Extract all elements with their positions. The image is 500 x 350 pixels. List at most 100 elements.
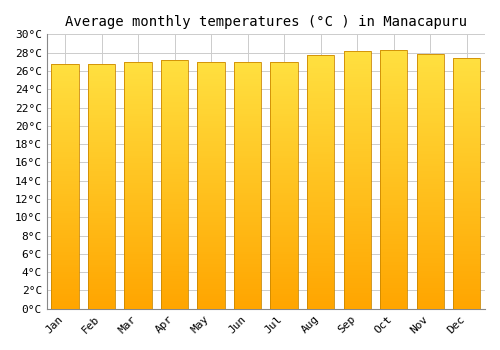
Bar — [161, 92, 188, 95]
Bar — [344, 177, 371, 180]
Bar — [380, 52, 407, 55]
Bar — [344, 213, 371, 216]
Bar — [453, 153, 480, 156]
Bar — [307, 88, 334, 91]
Bar — [307, 71, 334, 73]
Bar — [453, 194, 480, 196]
Bar — [416, 245, 444, 248]
Bar — [198, 82, 225, 84]
Bar — [88, 191, 116, 194]
Bar — [52, 78, 79, 81]
Bar — [307, 93, 334, 96]
Bar — [124, 168, 152, 170]
Bar — [88, 243, 116, 245]
Bar — [453, 299, 480, 301]
Bar — [52, 137, 79, 140]
Bar — [88, 296, 116, 299]
Bar — [52, 270, 79, 272]
Bar — [198, 185, 225, 188]
Bar — [453, 126, 480, 128]
Bar — [52, 189, 79, 191]
Bar — [270, 170, 298, 173]
Bar — [198, 69, 225, 72]
Bar — [307, 63, 334, 65]
Bar — [234, 86, 262, 89]
Bar — [234, 67, 262, 69]
Bar — [161, 299, 188, 301]
Bar — [344, 107, 371, 110]
Bar — [198, 173, 225, 175]
Bar — [52, 98, 79, 100]
Bar — [124, 163, 152, 166]
Bar — [234, 287, 262, 289]
Bar — [380, 177, 407, 179]
Bar — [88, 127, 116, 130]
Bar — [453, 289, 480, 291]
Bar — [270, 106, 298, 109]
Bar — [124, 141, 152, 143]
Bar — [124, 193, 152, 195]
Bar — [234, 62, 262, 309]
Bar — [52, 235, 79, 238]
Bar — [307, 238, 334, 240]
Bar — [344, 254, 371, 257]
Bar — [198, 111, 225, 114]
Bar — [161, 266, 188, 269]
Bar — [161, 164, 188, 167]
Bar — [380, 195, 407, 197]
Bar — [270, 227, 298, 230]
Bar — [161, 222, 188, 224]
Bar — [416, 57, 444, 60]
Bar — [88, 230, 116, 233]
Bar — [416, 113, 444, 116]
Bar — [124, 143, 152, 146]
Bar — [124, 158, 152, 161]
Bar — [161, 217, 188, 219]
Bar — [344, 141, 371, 144]
Bar — [198, 193, 225, 195]
Bar — [270, 306, 298, 309]
Bar — [270, 146, 298, 148]
Bar — [198, 237, 225, 240]
Bar — [307, 152, 334, 154]
Bar — [453, 214, 480, 216]
Bar — [380, 306, 407, 309]
Bar — [198, 279, 225, 282]
Bar — [234, 148, 262, 151]
Bar — [453, 229, 480, 231]
Bar — [416, 148, 444, 151]
Bar — [453, 274, 480, 276]
Bar — [234, 111, 262, 114]
Bar — [270, 215, 298, 217]
Bar — [52, 247, 79, 250]
Bar — [453, 151, 480, 153]
Bar — [52, 140, 79, 142]
Bar — [307, 114, 334, 116]
Bar — [416, 266, 444, 268]
Bar — [161, 272, 188, 274]
Bar — [416, 146, 444, 148]
Bar — [380, 50, 407, 52]
Bar — [234, 284, 262, 287]
Bar — [307, 202, 334, 205]
Bar — [52, 74, 79, 76]
Bar — [124, 173, 152, 175]
Bar — [161, 162, 188, 164]
Bar — [270, 114, 298, 116]
Bar — [198, 200, 225, 203]
Bar — [380, 286, 407, 288]
Bar — [52, 152, 79, 154]
Bar — [161, 62, 188, 65]
Bar — [416, 70, 444, 72]
Bar — [161, 95, 188, 97]
Bar — [380, 127, 407, 130]
Bar — [124, 234, 152, 237]
Bar — [416, 222, 444, 225]
Bar — [344, 234, 371, 237]
Bar — [270, 153, 298, 156]
Bar — [198, 126, 225, 128]
Bar — [380, 179, 407, 182]
Bar — [416, 306, 444, 309]
Bar — [234, 114, 262, 116]
Bar — [270, 131, 298, 133]
